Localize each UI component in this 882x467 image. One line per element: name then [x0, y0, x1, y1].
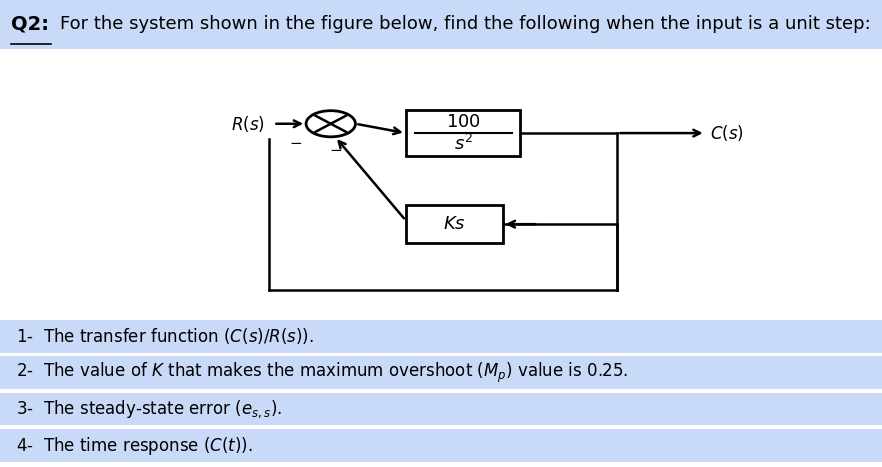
Text: Q2:: Q2:	[11, 15, 49, 34]
FancyBboxPatch shape	[0, 356, 882, 389]
Text: $Ks$: $Ks$	[443, 215, 466, 233]
Text: $s^2$: $s^2$	[453, 134, 473, 155]
Text: For the system shown in the figure below, find the following when the input is a: For the system shown in the figure below…	[60, 15, 871, 33]
FancyBboxPatch shape	[406, 110, 520, 156]
FancyBboxPatch shape	[0, 0, 882, 49]
Text: 2-  The value of $K$ that makes the maximum overshoot $(M_p)$ value is 0.25.: 2- The value of $K$ that makes the maxim…	[16, 361, 628, 385]
FancyBboxPatch shape	[406, 205, 503, 243]
Text: 3-  The steady-state error $(e_{s,s})$.: 3- The steady-state error $(e_{s,s})$.	[16, 398, 282, 420]
Text: 1-  The transfer function $(C(s)/R(s))$.: 1- The transfer function $(C(s)/R(s))$.	[16, 326, 314, 346]
Text: $100$: $100$	[445, 113, 481, 131]
FancyBboxPatch shape	[0, 429, 882, 462]
Text: $R(s)$: $R(s)$	[231, 114, 265, 134]
Text: $-$: $-$	[329, 141, 341, 156]
FancyBboxPatch shape	[0, 320, 882, 353]
Text: 4-  The time response $(C(t))$.: 4- The time response $(C(t))$.	[16, 434, 253, 457]
Text: $C(s)$: $C(s)$	[710, 123, 744, 143]
FancyBboxPatch shape	[0, 393, 882, 425]
Text: $-$: $-$	[289, 134, 302, 149]
